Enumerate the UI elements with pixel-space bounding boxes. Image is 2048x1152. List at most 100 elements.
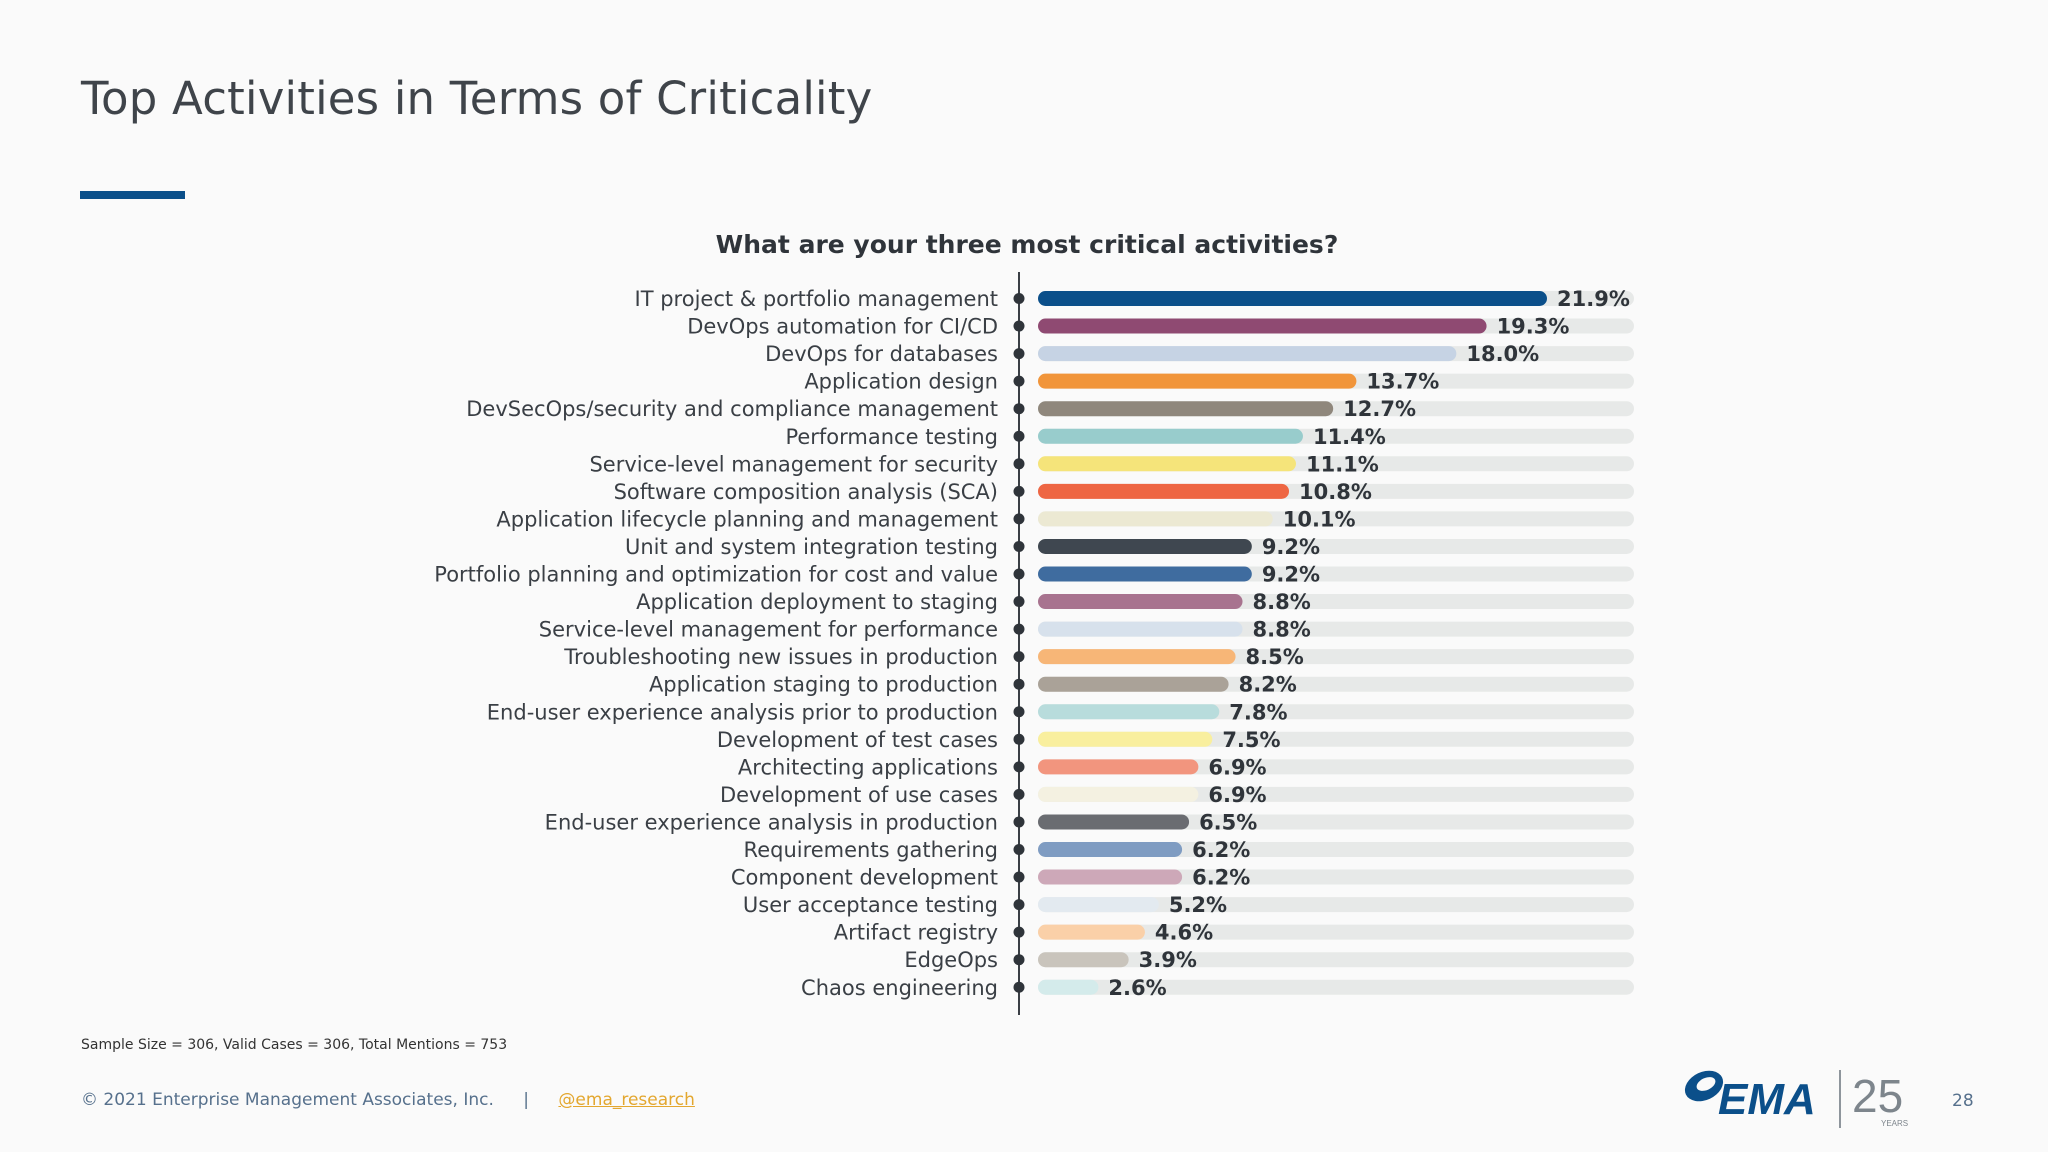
category-marker [1013, 844, 1025, 855]
anniversary-label: YEARS [1881, 1119, 1908, 1128]
category-marker [1013, 871, 1025, 883]
category-label: Architecting applications [738, 755, 998, 779]
category-marker [1013, 458, 1025, 470]
category-marker [1013, 568, 1025, 580]
page-number: 28 [1952, 1091, 1974, 1111]
bar [1038, 483, 1290, 499]
bar [1038, 869, 1183, 885]
category-marker [1013, 596, 1025, 608]
category-label: Application staging to production [649, 673, 998, 697]
category-marker [1013, 485, 1025, 497]
value-label: 3.9% [1139, 948, 1197, 972]
value-label: 6.2% [1192, 838, 1250, 862]
category-label: EdgeOps [904, 948, 998, 972]
bar [1038, 704, 1220, 720]
value-label: 8.5% [1246, 645, 1304, 669]
value-label: 6.9% [1208, 755, 1266, 779]
category-label: Service-level management for performance [539, 618, 998, 642]
bar-track [1038, 869, 1634, 885]
category-label: Component development [731, 866, 998, 890]
category-marker [1013, 403, 1025, 415]
bar [1038, 676, 1229, 692]
category-label: End-user experience analysis prior to pr… [487, 700, 998, 724]
category-marker [1013, 899, 1025, 911]
value-label: 13.7% [1366, 370, 1439, 394]
anniversary-number: 25 [1852, 1070, 1903, 1122]
category-label: DevSecOps/security and compliance manage… [466, 397, 998, 421]
value-label: 8.8% [1253, 618, 1311, 642]
value-label: 19.3% [1497, 315, 1570, 339]
category-label: Chaos engineering [801, 976, 998, 1000]
category-marker [1013, 954, 1025, 966]
ema-logo-text: EMA [1718, 1075, 1816, 1124]
bar [1038, 428, 1303, 444]
value-label: 7.8% [1229, 700, 1287, 724]
value-label: 9.2% [1262, 535, 1320, 559]
bar [1038, 897, 1159, 913]
category-marker [1013, 513, 1025, 525]
value-label: 6.5% [1199, 810, 1257, 834]
category-marker [1013, 706, 1025, 718]
category-label: Application design [804, 370, 998, 394]
category-label: End-user experience analysis in producti… [545, 810, 998, 834]
category-label: User acceptance testing [743, 893, 998, 917]
category-label: Application deployment to staging [636, 590, 998, 614]
category-marker [1013, 430, 1025, 442]
bar [1038, 731, 1213, 747]
category-label: Unit and system integration testing [625, 535, 998, 559]
category-label: Portfolio planning and optimization for … [434, 563, 998, 587]
category-marker [1013, 761, 1025, 773]
value-label: 8.8% [1253, 590, 1311, 614]
category-marker [1013, 678, 1025, 690]
value-label: 7.5% [1222, 728, 1280, 752]
twitter-handle-link[interactable]: @ema_research [558, 1090, 695, 1110]
category-marker [1013, 651, 1025, 663]
category-marker [1013, 623, 1025, 635]
category-label: Development of test cases [717, 728, 998, 752]
value-label: 11.1% [1306, 452, 1379, 476]
value-label: 12.7% [1343, 397, 1416, 421]
category-marker [1013, 788, 1025, 800]
category-marker [1013, 293, 1025, 304]
value-label: 9.2% [1262, 563, 1320, 587]
bar [1038, 621, 1243, 637]
bar [1038, 456, 1296, 472]
bar-track [1038, 952, 1634, 968]
bar-track [1038, 979, 1634, 995]
category-label: Service-level management for security [589, 452, 998, 476]
category-label: Artifact registry [834, 921, 998, 945]
category-label: Software composition analysis (SCA) [614, 480, 998, 504]
category-label: DevOps automation for CI/CD [687, 315, 998, 339]
bar [1038, 649, 1236, 665]
category-label: IT project & portfolio management [635, 287, 998, 311]
category-marker [1013, 733, 1025, 745]
value-label: 11.4% [1313, 425, 1386, 449]
value-label: 21.9% [1557, 287, 1630, 311]
category-marker [1013, 981, 1025, 993]
bar-track [1038, 897, 1634, 913]
ema-25-years-logo: EMA 25 YEARS [1684, 1070, 1908, 1128]
value-label: 10.8% [1299, 480, 1372, 504]
bar-track [1038, 924, 1634, 940]
value-label: 2.6% [1108, 976, 1166, 1000]
category-marker [1013, 348, 1025, 360]
category-marker [1013, 540, 1025, 552]
bar [1038, 759, 1199, 775]
category-marker [1013, 816, 1025, 828]
category-label: Requirements gathering [744, 838, 998, 862]
value-label: 4.6% [1155, 921, 1213, 945]
copyright-text: © 2021 Enterprise Management Associates,… [81, 1090, 494, 1110]
category-marker [1013, 926, 1025, 938]
value-label: 6.9% [1208, 783, 1266, 807]
footer: © 2021 Enterprise Management Associates,… [81, 1090, 695, 1110]
bar [1038, 979, 1099, 995]
value-label: 6.2% [1192, 866, 1250, 890]
bar [1038, 594, 1243, 610]
bar-chart: What are your three most critical activi… [434, 230, 1634, 1015]
bar-track [1038, 842, 1634, 857]
bar [1038, 346, 1457, 362]
bar [1038, 924, 1145, 940]
value-label: 18.0% [1466, 342, 1539, 366]
category-label: Development of use cases [720, 783, 998, 807]
title-accent-rule [80, 191, 185, 199]
